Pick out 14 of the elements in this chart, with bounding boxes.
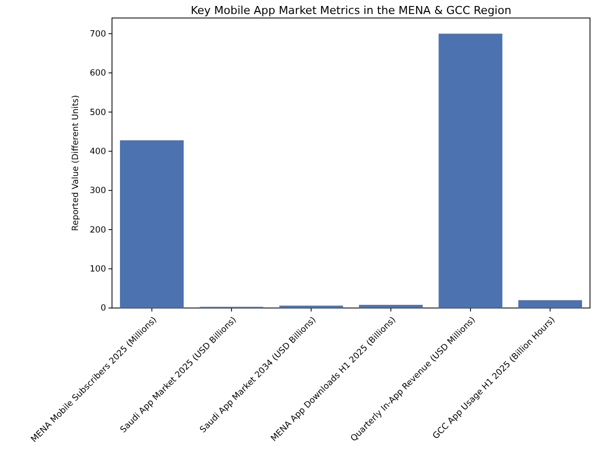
- y-tick-label: 400: [90, 146, 106, 157]
- bar: [120, 140, 184, 308]
- chart-title: Key Mobile App Market Metrics in the MENA & GCC Region: [190, 4, 512, 17]
- y-tick-label: 300: [90, 186, 106, 196]
- bar: [438, 34, 502, 308]
- y-tick-label: 100: [90, 264, 106, 275]
- y-tick-label: 600: [90, 68, 106, 79]
- y-tick-label: 200: [90, 225, 106, 236]
- y-axis-title: Reported Value (Different Units): [71, 95, 81, 231]
- y-tick-label: 0: [100, 304, 106, 314]
- bar: [358, 304, 423, 308]
- y-tick-label: 500: [90, 108, 106, 118]
- bar: [518, 300, 582, 308]
- y-tick-label: 700: [90, 29, 106, 40]
